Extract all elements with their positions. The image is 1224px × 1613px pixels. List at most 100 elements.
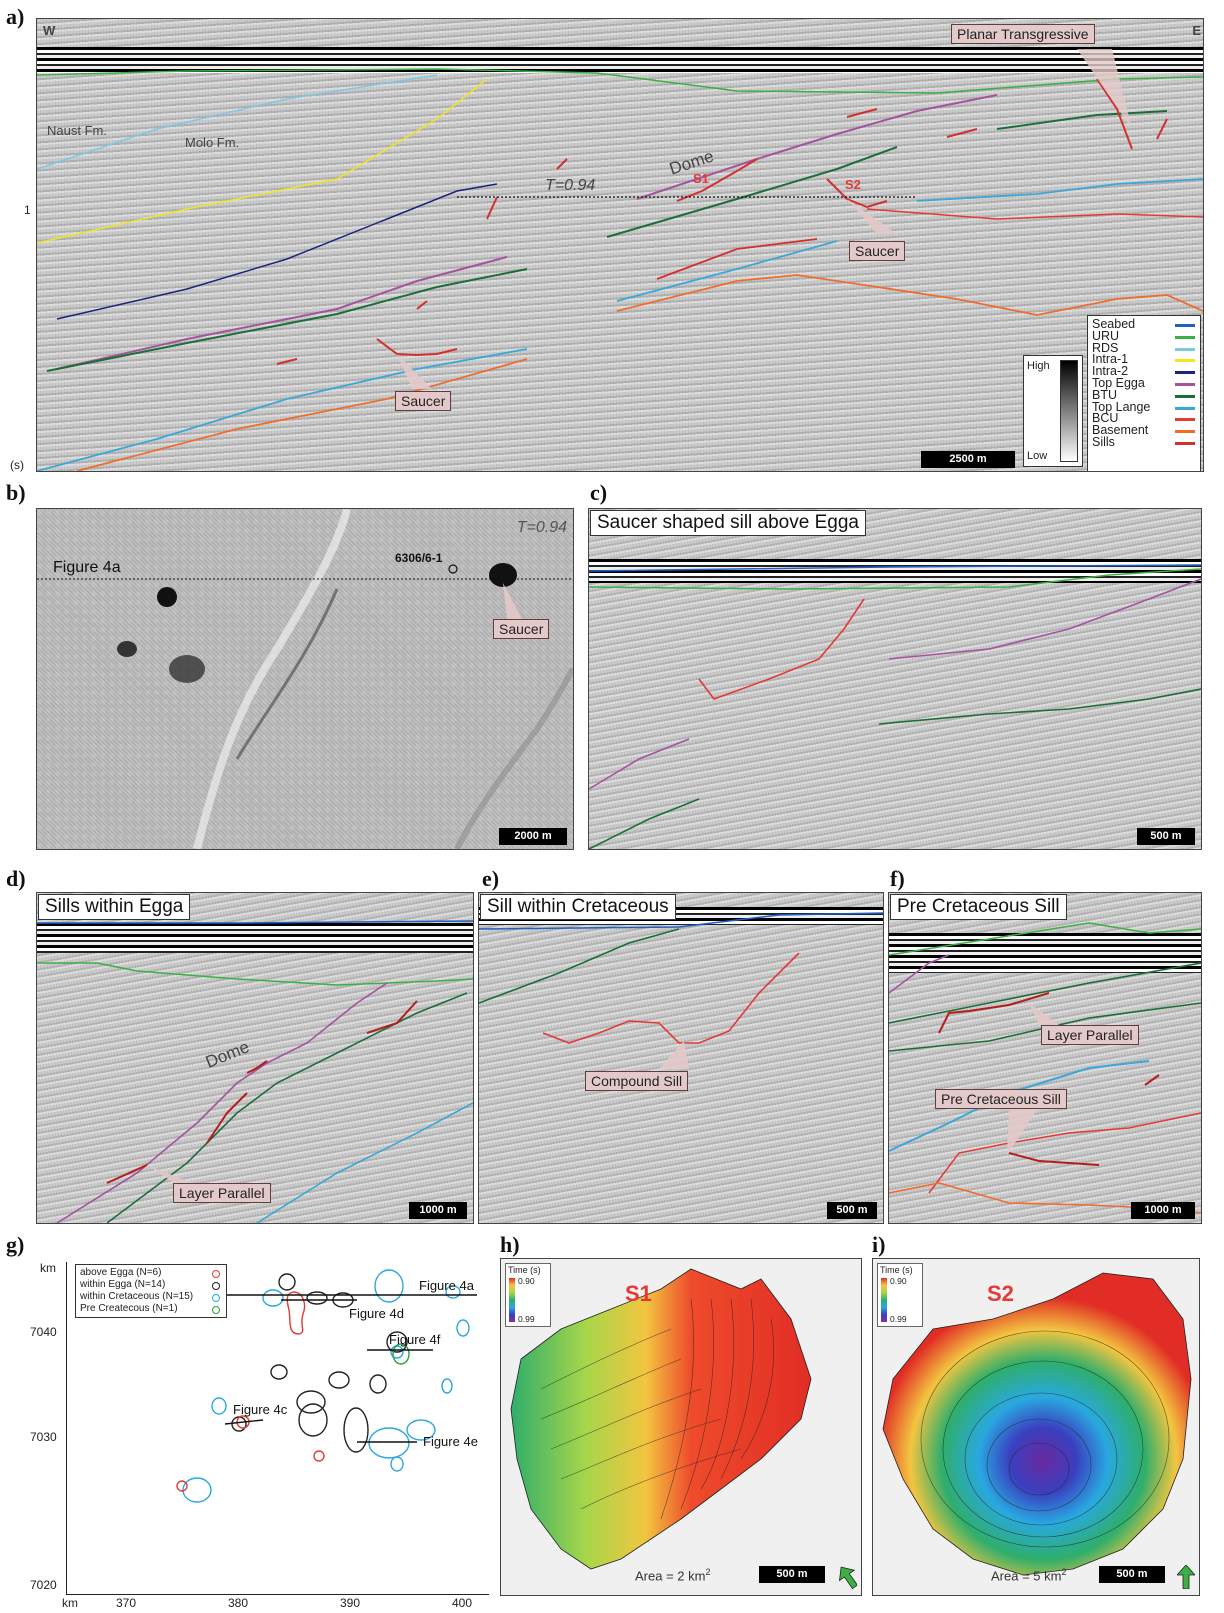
panel-g-legend: above Egga (N=6) within Egga (N=14) within… bbox=[75, 1264, 227, 1318]
channel-feature-2 bbox=[235, 588, 339, 760]
legend-g-circle-icon bbox=[212, 1270, 220, 1278]
legend-a-label: URU bbox=[1092, 328, 1120, 343]
legend-g-label: within Cretaceous (N=15) bbox=[80, 1291, 194, 1302]
panel-i-surface bbox=[882, 1272, 1192, 1576]
legend-a-item: URU bbox=[1088, 328, 1200, 343]
legend-g-item: Pre Createcous (N=1) bbox=[76, 1303, 226, 1315]
panel-e-btu bbox=[479, 928, 680, 1004]
panel-b-features bbox=[37, 509, 573, 849]
panel-i-colorbar: Time (s) 0.90 0.99 bbox=[877, 1263, 923, 1327]
panel-i-north-arrow-icon bbox=[1176, 1564, 1196, 1590]
panel-c-sill bbox=[698, 598, 865, 700]
panel-a-seismic-section: W E Naust Fm. Molo Fm. Dome bbox=[36, 18, 1204, 472]
panel-g-y-tick-7040: 7040 bbox=[30, 1325, 57, 1339]
panel-d-seabed bbox=[37, 920, 473, 924]
horizon-legend: Seabed URU RDS Intra-1 Intra-2 Top Egga BTU Top… bbox=[1087, 315, 1201, 471]
panel-c-scale-bar: 500 m bbox=[1137, 828, 1195, 845]
s1-label: S1 bbox=[693, 171, 709, 186]
legend-a-swatch bbox=[1175, 406, 1195, 410]
legend-a-label: Intra-1 bbox=[1092, 352, 1129, 367]
panel-d-layer-parallel-callout: Layer Parallel bbox=[173, 1183, 271, 1203]
panel-e-scale-bar: 500 m bbox=[827, 1202, 877, 1219]
sill-outline-egga-9 bbox=[343, 1407, 369, 1453]
panel-a-y-tick-1: 1 bbox=[24, 203, 31, 217]
legend-a-swatch bbox=[1175, 347, 1195, 351]
panel-d-sill-2 bbox=[206, 1092, 248, 1144]
naust-label: Naust Fm. bbox=[47, 123, 107, 138]
sill-s2 bbox=[826, 178, 888, 209]
channel-feature-3 bbox=[454, 667, 573, 849]
panel-g-y-tick-7030: 7030 bbox=[30, 1430, 57, 1444]
panel-d-scale-bar: 1000 m bbox=[409, 1202, 467, 1219]
panel-g-map-frame: Figure 4a Figure 4d Figure 4f Figure 4c … bbox=[66, 1262, 489, 1595]
panel-a-horizons bbox=[37, 49, 1203, 471]
panel-g-x-tick-370: 370 bbox=[116, 1596, 137, 1610]
t094-label: T=0.94 bbox=[545, 177, 596, 194]
legend-a-label: BCU bbox=[1092, 411, 1119, 426]
panel-f-pre-pointer bbox=[1007, 1107, 1039, 1155]
saucer-anomaly-4 bbox=[489, 563, 517, 587]
panel-d-sill-3 bbox=[246, 1060, 268, 1074]
panel-h-sill-name: S1 bbox=[625, 1281, 652, 1306]
panel-i-sill-map: S2 Time (s) 0.90 0.99 Area = 5 km2 500 m bbox=[872, 1258, 1200, 1596]
sill-small-4 bbox=[416, 300, 428, 310]
panel-g-x-unit: km bbox=[62, 1596, 78, 1610]
panel-a-scale-bar: 2500 m bbox=[921, 451, 1015, 468]
panel-c-egga-right bbox=[888, 578, 1201, 660]
panel-i-colorbar-title: Time (s) bbox=[880, 1265, 913, 1275]
sill-outline-egga-7 bbox=[296, 1390, 326, 1414]
legend-a-item: Top Lange bbox=[1088, 400, 1200, 414]
panel-b-letter: b) bbox=[6, 480, 26, 505]
panel-h-cb-bottom: 0.99 bbox=[518, 1314, 535, 1324]
panel-e-title: Sill within Cretaceous bbox=[480, 894, 676, 920]
panel-e-horizons bbox=[479, 912, 883, 1069]
panel-a-letter: a) bbox=[6, 4, 25, 29]
sill-outline-egga-10 bbox=[231, 1416, 247, 1432]
panel-c-horizons bbox=[589, 564, 1201, 849]
panel-i-cb-top: 0.90 bbox=[890, 1276, 907, 1286]
sill-outline-cret-6 bbox=[406, 1419, 436, 1441]
molo-label: Molo Fm. bbox=[185, 135, 240, 150]
panel-i-colorbar-ramp bbox=[881, 1278, 887, 1322]
horizon-top-egga-deep bbox=[56, 256, 508, 370]
legend-a-swatch bbox=[1175, 418, 1195, 422]
sill-outline-cret-9 bbox=[390, 1456, 404, 1472]
horizon-bcu-right bbox=[866, 208, 1203, 220]
panel-g-fig4e-label: Figure 4e bbox=[423, 1434, 478, 1449]
planar-transgressive-callout: Planar Transgressive bbox=[951, 24, 1095, 44]
saucer-anomaly-3 bbox=[169, 655, 205, 683]
legend-a-swatch bbox=[1175, 371, 1195, 375]
panel-b-figure-4a-label: Figure 4a bbox=[53, 559, 121, 576]
panel-d-seabed-reflector bbox=[37, 923, 473, 953]
horizon-btu-right bbox=[996, 110, 1168, 130]
saucer-callout-left: Saucer bbox=[395, 391, 452, 411]
sill-outline-egga-1 bbox=[278, 1273, 296, 1291]
panel-d-sill-4 bbox=[366, 1000, 418, 1034]
panel-a-y-unit: (s) bbox=[10, 458, 24, 472]
horizon-btu-deep bbox=[46, 268, 528, 372]
panel-f-uru bbox=[889, 922, 1201, 956]
panel-d-uru bbox=[37, 962, 473, 986]
legend-a-label: BTU bbox=[1092, 387, 1117, 402]
legend-g-label: within Egga (N=14) bbox=[80, 1279, 166, 1290]
panel-h-north-arrow-icon bbox=[838, 1565, 858, 1590]
panel-c-title: Saucer shaped sill above Egga bbox=[590, 510, 866, 536]
panel-d-horizons bbox=[37, 920, 473, 1223]
legend-g-item: within Cretaceous (N=15) bbox=[76, 1291, 226, 1303]
panel-b-saucer-callout: Saucer bbox=[493, 619, 550, 639]
sill-small-2 bbox=[486, 196, 498, 220]
panel-f-pre-cretaceous-sill bbox=[1008, 1152, 1100, 1166]
panel-g-fig4f-label: Figure 4f bbox=[389, 1332, 441, 1347]
legend-a-label: Sills bbox=[1092, 434, 1115, 449]
amplitude-high: High bbox=[1027, 360, 1050, 372]
figure-4c-track bbox=[224, 1419, 264, 1425]
panel-d-lange bbox=[256, 1102, 473, 1223]
saucer-b-pointer bbox=[503, 583, 522, 619]
sill-small-1 bbox=[556, 158, 568, 170]
panel-b-scale-bar: 2000 m bbox=[499, 828, 567, 845]
panel-h-colorbar-title: Time (s) bbox=[508, 1265, 541, 1275]
horizon-rds bbox=[37, 74, 438, 170]
legend-g-item: above Egga (N=6) bbox=[76, 1267, 226, 1279]
amplitude-low: Low bbox=[1027, 450, 1048, 462]
amplitude-colorbar: High Low bbox=[1023, 355, 1083, 467]
